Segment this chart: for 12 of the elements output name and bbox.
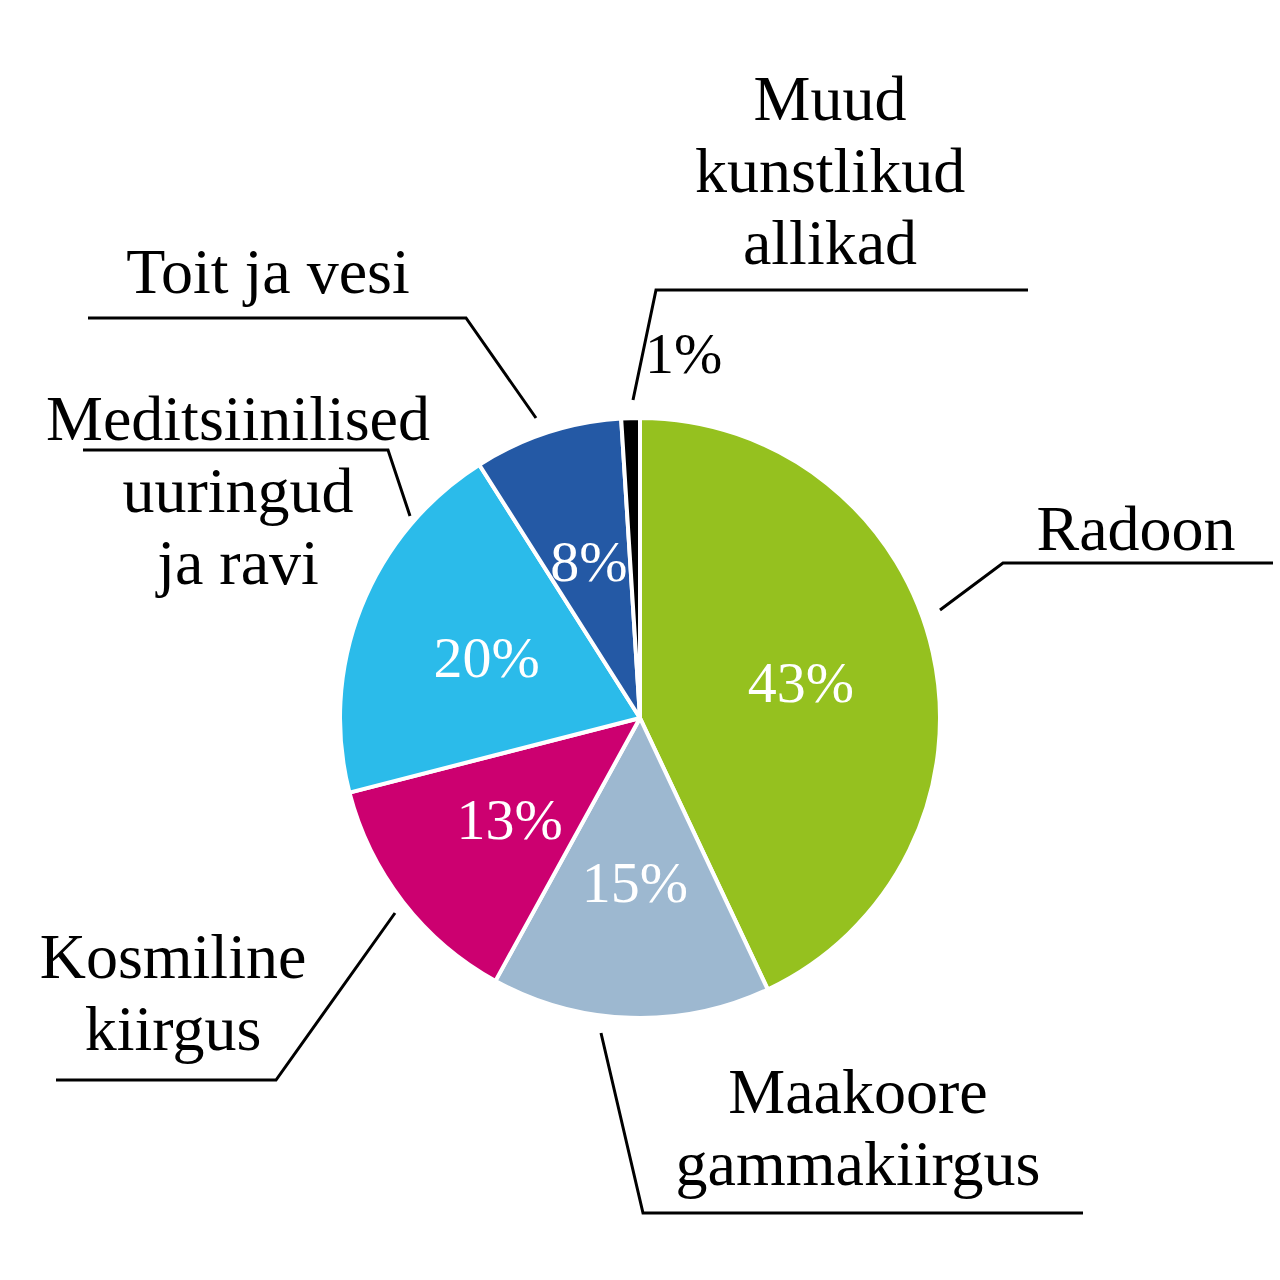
data-label: 20%: [433, 624, 540, 690]
slice-label: Muud kunstlikud allikad: [694, 62, 966, 278]
slice-label: Meditsiinilised uuringud ja ravi: [46, 382, 430, 598]
slice-label: Maakoore gammakiirgus: [675, 1055, 1041, 1199]
data-label: 1%: [645, 320, 723, 386]
data-label: 13%: [456, 786, 563, 852]
data-label: 15%: [581, 850, 688, 916]
slice-label: Kosmiline kiirgus: [39, 920, 307, 1064]
slice-label: Toit ja vesi: [126, 235, 410, 307]
slice-label: Radoon: [1036, 492, 1236, 564]
data-label: 43%: [747, 649, 855, 715]
data-label: 8%: [550, 528, 628, 594]
